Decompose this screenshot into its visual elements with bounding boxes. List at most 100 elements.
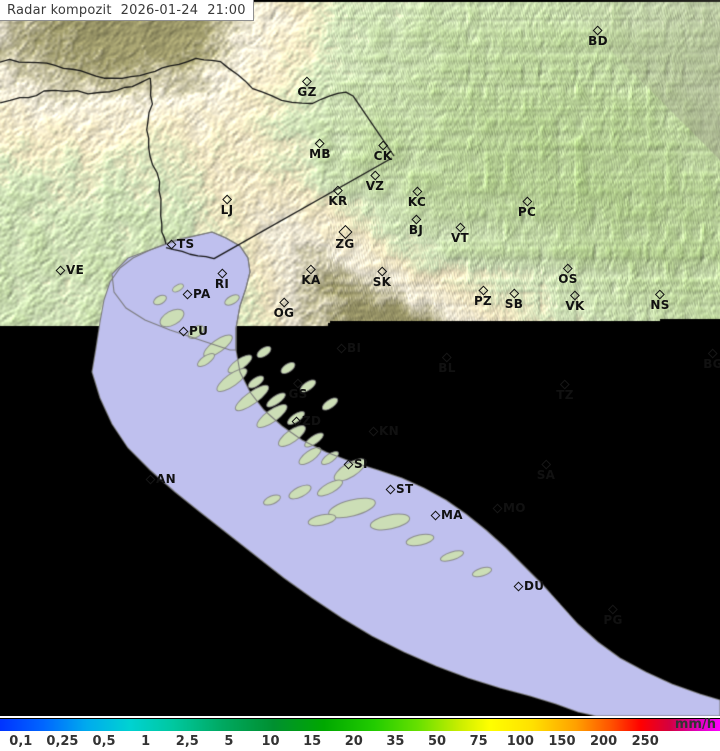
city-marker-lj[interactable]: LJ	[220, 194, 234, 217]
diamond-icon	[336, 343, 347, 353]
city-label: KC	[407, 195, 427, 209]
city-marker-an[interactable]: AN	[145, 472, 176, 486]
legend-tick-0: 0,1	[9, 734, 33, 749]
city-marker-kn[interactable]: KN	[368, 425, 399, 437]
legend-tick-9: 35	[386, 734, 405, 749]
city-marker-os[interactable]: OS	[558, 263, 578, 286]
intensity-legend: 0,1 0,25 0,5 1 2,5 5 10 15 20 35 50 75 100 150 200 250 …	[0, 716, 720, 751]
city-label: RI	[214, 277, 230, 291]
city-marker-bl[interactable]: BL	[438, 352, 456, 375]
legend-tick-11: 75	[469, 734, 488, 749]
legend-tick-5: 5	[224, 734, 234, 749]
city-marker-sa[interactable]: SA	[536, 459, 556, 482]
city-label: PU	[189, 324, 209, 338]
city-marker-pa[interactable]: PA	[182, 287, 211, 301]
city-label: SI	[354, 457, 368, 471]
city-marker-mo[interactable]: MO	[492, 501, 526, 515]
legend-tick-4: 2,5	[175, 734, 199, 749]
city-label: CK	[373, 149, 393, 163]
city-label: GZ	[297, 85, 317, 99]
legend-color-bar	[0, 718, 720, 732]
city-label: PA	[193, 287, 211, 301]
city-label: OS	[558, 272, 578, 286]
diamond-icon	[368, 426, 379, 436]
city-label: GS	[288, 387, 308, 401]
city-marker-sb[interactable]: SB	[505, 288, 523, 310]
city-label: BI	[347, 341, 362, 355]
diamond-icon	[291, 416, 302, 426]
city-marker-kr[interactable]: KR	[328, 185, 348, 208]
city-marker-sk[interactable]: SK	[372, 266, 392, 289]
city-marker-pc[interactable]: PC	[517, 196, 537, 219]
city-marker-du[interactable]: DU	[513, 579, 545, 593]
city-marker-st[interactable]: ST	[385, 482, 414, 496]
city-label: DU	[524, 579, 545, 593]
legend-tick-15: 250	[631, 734, 659, 749]
legend-tick-8: 20	[344, 734, 363, 749]
city-marker-ma[interactable]: MA	[430, 508, 463, 522]
city-marker-si[interactable]: SI	[343, 457, 368, 471]
city-marker-kc[interactable]: KC	[407, 186, 427, 209]
city-label: LJ	[220, 203, 234, 217]
city-marker-tz[interactable]: TZ	[556, 379, 574, 402]
city-marker-pg[interactable]: PG	[603, 604, 622, 626]
city-label: KR	[328, 194, 348, 208]
city-marker-zg[interactable]: ZG	[335, 224, 355, 251]
diamond-icon	[430, 510, 441, 520]
city-marker-vt[interactable]: VT	[450, 222, 470, 245]
city-marker-pu[interactable]: PU	[178, 324, 209, 338]
city-marker-ck[interactable]: CK	[373, 140, 393, 163]
city-label: SA	[536, 468, 556, 482]
city-label: MB	[309, 147, 331, 161]
city-marker-pz[interactable]: PZ	[474, 285, 492, 307]
city-label: AN	[156, 472, 176, 486]
city-label: ZD	[302, 414, 322, 428]
city-marker-ri[interactable]: RI	[214, 268, 230, 291]
legend-tick-7: 15	[303, 734, 322, 749]
city-marker-gz[interactable]: GZ	[297, 76, 317, 99]
city-marker-bd[interactable]: BD	[588, 25, 608, 48]
city-label: MO	[503, 501, 526, 515]
legend-tick-6: 10	[261, 734, 280, 749]
city-marker-bj[interactable]: BJ	[408, 214, 424, 237]
title-bar: Radar kompozit 2026-01-24 21:00	[0, 0, 254, 21]
city-marker-bi[interactable]: BI	[336, 341, 362, 355]
city-marker-vk[interactable]: VK	[565, 290, 584, 312]
city-label: BJ	[408, 223, 424, 237]
city-marker-ts[interactable]: TS	[166, 237, 195, 251]
radar-map[interactable]: GZ MB CK VZ LJ KR KC BJ VT PC BD ZG TS RI KA SK OS VE PA OG…	[0, 0, 720, 716]
city-marker-bg[interactable]: BG	[703, 348, 720, 371]
legend-tick-3: 1	[141, 734, 151, 749]
city-marker-ve[interactable]: VE	[55, 263, 85, 277]
city-marker-ns[interactable]: NS	[650, 289, 670, 312]
diamond-icon	[178, 326, 189, 336]
title-date: 2026-01-24	[120, 2, 199, 18]
city-label: NS	[650, 298, 670, 312]
city-label: BG	[703, 357, 720, 371]
city-label: SK	[372, 275, 392, 289]
city-label: ST	[396, 482, 414, 496]
diamond-icon	[513, 581, 524, 591]
diamond-icon	[182, 289, 193, 299]
city-label: VZ	[365, 179, 385, 193]
city-label: TS	[177, 237, 195, 251]
city-label: VE	[66, 263, 85, 277]
city-label: ZG	[335, 237, 355, 251]
city-label: PC	[517, 205, 537, 219]
city-marker-vz[interactable]: VZ	[365, 170, 385, 193]
diamond-icon	[343, 459, 354, 469]
city-label: BL	[438, 361, 456, 375]
diamond-icon	[492, 503, 503, 513]
city-label: TZ	[556, 388, 574, 402]
title-label: Radar kompozit	[7, 2, 112, 18]
city-marker-zd[interactable]: ZD	[291, 414, 322, 428]
city-marker-gs[interactable]: GS	[288, 378, 308, 401]
radar-map-canvas[interactable]	[0, 0, 720, 716]
city-marker-og[interactable]: OG	[274, 297, 295, 319]
city-marker-ka[interactable]: KA	[301, 264, 320, 286]
legend-tick-12: 100	[506, 734, 534, 749]
city-label: BD	[588, 34, 608, 48]
city-label: MA	[441, 508, 463, 522]
city-marker-mb[interactable]: MB	[309, 138, 331, 161]
city-label: VT	[450, 231, 470, 245]
